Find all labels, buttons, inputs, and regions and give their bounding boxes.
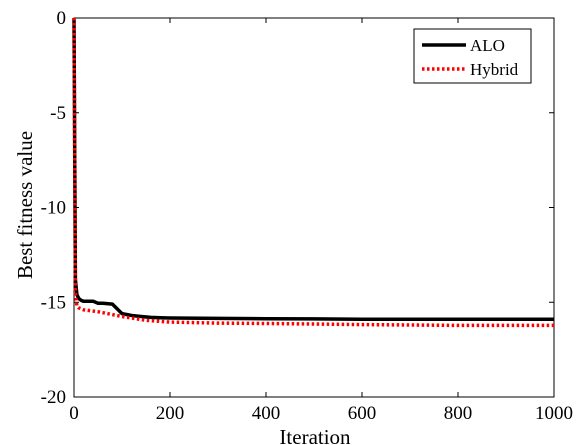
legend-label-alo: ALO [470,36,505,55]
x-tick-label: 1000 [535,403,573,424]
legend-box [413,28,532,84]
x-tick-label: 0 [69,403,79,424]
series-lines [72,17,554,328]
x-axis-title: Iteration [279,425,351,445]
y-tick-label: -20 [41,387,66,408]
x-tick-label: 400 [252,403,281,424]
x-tick-label: 600 [348,403,377,424]
x-tick-label: 800 [444,403,473,424]
tick-labels: 0 200 400 600 800 1000 0 -5 -10 -15 -20 [41,8,573,424]
y-tick-label: -15 [41,292,66,313]
series-line-alo [72,17,554,322]
y-tick-label: 0 [57,8,67,29]
legend: ALO Hybrid [413,28,532,84]
y-axis-title: Best fitness value [13,131,37,279]
x-tick-label: 200 [156,403,185,424]
y-tick-label: -5 [50,103,66,124]
y-tick-label: -10 [41,198,66,219]
legend-label-hybrid: Hybrid [470,60,519,79]
